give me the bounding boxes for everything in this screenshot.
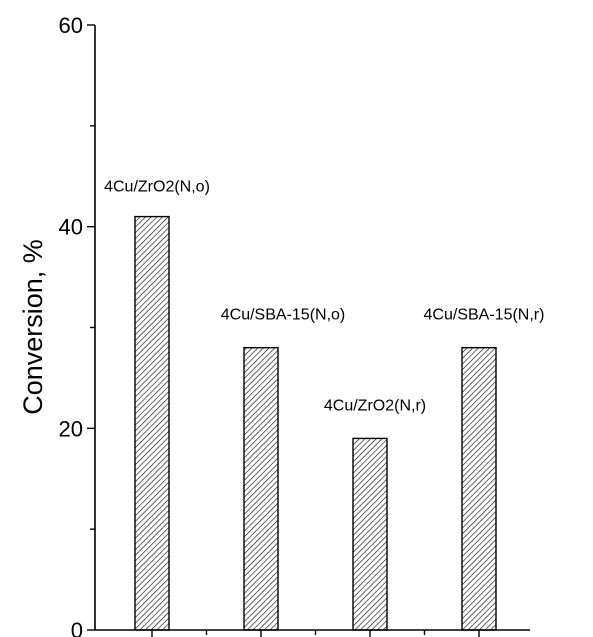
data-label-1: 4Cu/ZrO2(N,o) (104, 179, 210, 196)
y-axis-label: Conversion, % (18, 239, 48, 415)
data-label-4: 4Cu/SBA-15(N,r) (424, 307, 545, 324)
data-label-2: 4Cu/SBA-15(N,o) (221, 307, 346, 324)
y-tick-label: 20 (59, 416, 83, 441)
axes-group: 0 20 40 60 (59, 13, 530, 637)
bar-3 (352, 437, 388, 631)
y-tick-label: 40 (59, 215, 83, 240)
data-labels-group: 4Cu/ZrO2(N,o) 4Cu/SBA-15(N,o) 4Cu/ZrO2(N,r… (104, 179, 544, 415)
bars-group (134, 215, 497, 631)
bar-1 (134, 215, 170, 631)
data-label-3: 4Cu/ZrO2(N,r) (324, 397, 426, 414)
bar-4 (461, 346, 497, 631)
y-tick-label: 60 (59, 13, 83, 38)
y-tick-label: 0 (71, 618, 83, 637)
bar-2 (243, 346, 279, 631)
